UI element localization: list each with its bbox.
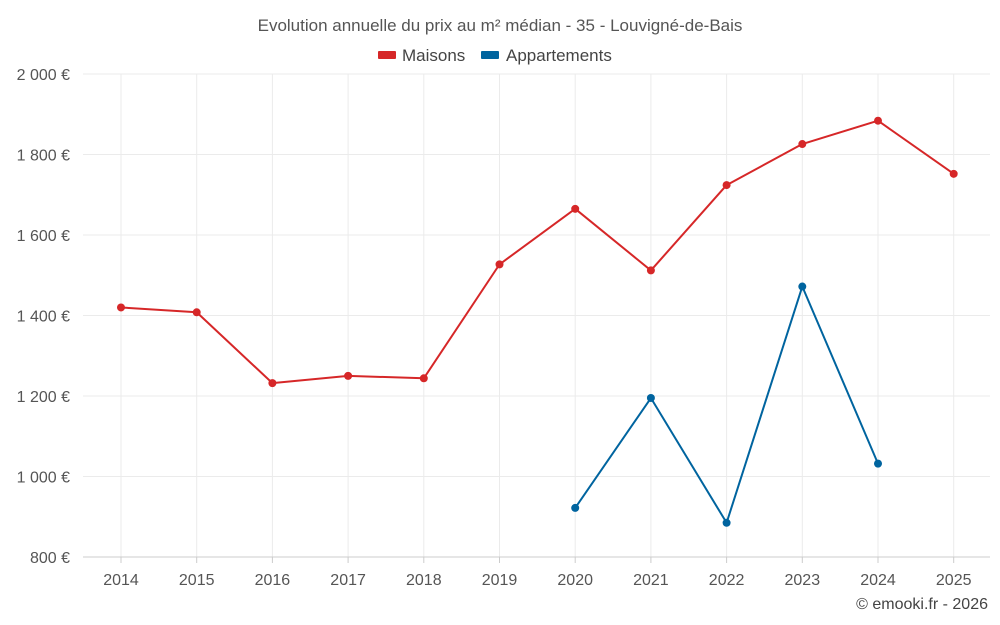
x-tick-label: 2021 bbox=[633, 572, 669, 589]
x-tick-label: 2014 bbox=[103, 572, 139, 589]
x-tick-label: 2015 bbox=[179, 572, 215, 589]
x-tick-label: 2020 bbox=[557, 572, 593, 589]
y-tick-label: 1 800 € bbox=[17, 148, 70, 165]
data-point-maisons[interactable] bbox=[722, 181, 731, 190]
y-tick-labels: 800 € 1 000 € 1 200 € 1 400 € 1 600 € 1 800 €… bbox=[17, 67, 70, 567]
y-tick-label: 1 000 € bbox=[17, 470, 70, 487]
data-point-appartements[interactable] bbox=[874, 459, 882, 468]
data-point-appartements[interactable] bbox=[722, 518, 731, 527]
data-point-maisons[interactable] bbox=[117, 303, 125, 312]
legend-swatch-maisons bbox=[378, 51, 396, 59]
x-tick-label: 2025 bbox=[936, 572, 972, 589]
series-line-maisons bbox=[120, 119, 955, 385]
x-tick-label: 2024 bbox=[860, 572, 896, 589]
legend-label-maisons: Maisons bbox=[402, 46, 465, 65]
grid bbox=[83, 73, 990, 563]
x-tick-label: 2022 bbox=[709, 572, 745, 589]
y-tick-label: 1 600 € bbox=[17, 228, 70, 245]
data-point-maisons[interactable] bbox=[571, 204, 580, 213]
data-point-maisons[interactable] bbox=[646, 266, 655, 275]
data-point-maisons[interactable] bbox=[268, 379, 277, 388]
data-point-maisons[interactable] bbox=[419, 374, 428, 383]
legend[interactable]: Maisons Appartements bbox=[378, 46, 612, 65]
x-tick-label: 2018 bbox=[406, 572, 442, 589]
data-point-appartements[interactable] bbox=[798, 282, 807, 291]
data-point-maisons[interactable] bbox=[344, 371, 353, 380]
y-tick-label: 1 200 € bbox=[17, 389, 70, 406]
legend-label-appartements: Appartements bbox=[506, 46, 612, 65]
data-point-appartements[interactable] bbox=[646, 394, 655, 403]
series-appartements bbox=[571, 282, 882, 527]
legend-item-maisons[interactable]: Maisons bbox=[378, 46, 465, 65]
series bbox=[117, 116, 958, 527]
legend-item-appartements[interactable]: Appartements bbox=[481, 46, 612, 65]
series-maisons bbox=[117, 116, 958, 388]
data-point-maisons[interactable] bbox=[495, 260, 504, 269]
y-tick-label: 1 400 € bbox=[17, 309, 70, 326]
data-point-maisons[interactable] bbox=[949, 169, 958, 178]
legend-swatch-appartements bbox=[481, 51, 499, 59]
x-tick-labels: 2014 2015 2016 2017 2018 2019 2020 2021 2022 2023… bbox=[103, 572, 971, 589]
x-tick-label: 2019 bbox=[482, 572, 518, 589]
y-tick-label: 800 € bbox=[30, 550, 70, 567]
x-tick-label: 2023 bbox=[785, 572, 821, 589]
x-tick-label: 2016 bbox=[255, 572, 291, 589]
data-point-appartements[interactable] bbox=[571, 503, 580, 512]
chart-title: Evolution annuelle du prix au m² médian … bbox=[258, 16, 743, 35]
data-point-maisons[interactable] bbox=[874, 116, 882, 125]
data-point-maisons[interactable] bbox=[798, 140, 807, 149]
y-tick-label: 2 000 € bbox=[17, 67, 70, 84]
credit-text: © emooki.fr - 2026 bbox=[856, 596, 988, 613]
data-point-maisons[interactable] bbox=[192, 308, 201, 317]
x-tick-label: 2017 bbox=[330, 572, 366, 589]
